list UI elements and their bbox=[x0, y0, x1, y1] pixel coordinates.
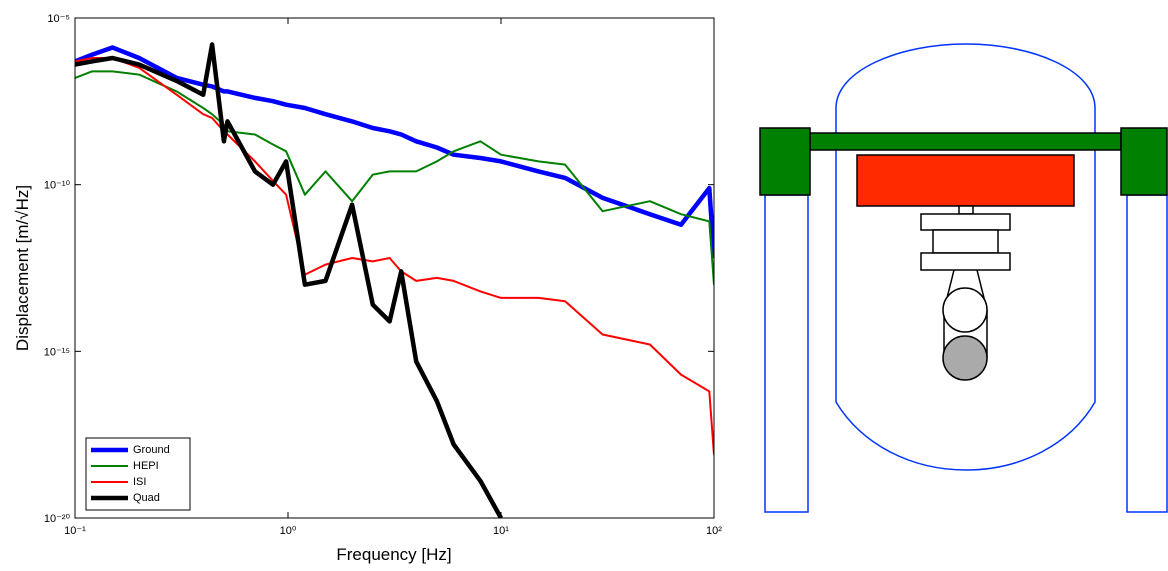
x-tick-label: 10² bbox=[706, 525, 722, 537]
series-line bbox=[75, 42, 503, 518]
legend-label: HEPI bbox=[133, 460, 159, 472]
legend: Ground HEPI ISI Quad bbox=[85, 437, 191, 511]
y-axis-label: Displacement [m/√Hz] bbox=[13, 185, 32, 351]
hepi-right bbox=[1120, 127, 1168, 196]
legend-label: Quad bbox=[133, 492, 160, 504]
hepi-beam bbox=[809, 132, 1122, 151]
x-tick-label: 10¹ bbox=[493, 525, 509, 537]
hepi-left bbox=[759, 127, 811, 196]
legend-label: ISI bbox=[133, 476, 146, 488]
suspension-diagram bbox=[759, 43, 1168, 513]
series-lines bbox=[75, 42, 714, 518]
vacuum-chamber bbox=[835, 43, 1096, 471]
upper-mass bbox=[942, 287, 988, 333]
axes: 10⁻¹ 10⁰ 10¹ 10² 10⁻²⁰ 10⁻¹⁵ 10⁻¹⁰ 10⁻⁵ Ground HE… bbox=[44, 13, 723, 537]
left-pier bbox=[764, 194, 809, 513]
test-mass bbox=[942, 335, 988, 381]
series-line bbox=[75, 70, 714, 285]
quad-bottom bbox=[920, 252, 1011, 271]
y-tick-label: 10⁻⁵ bbox=[47, 13, 70, 25]
y-tick-label: 10⁻¹⁵ bbox=[44, 346, 70, 358]
right-pier bbox=[1126, 194, 1168, 513]
quad-mid bbox=[932, 229, 999, 254]
y-tick-label: 10⁻¹⁰ bbox=[44, 180, 71, 192]
series-line bbox=[75, 45, 714, 259]
stem bbox=[958, 205, 974, 215]
isi-table bbox=[856, 154, 1075, 207]
x-tick-label: 10⁰ bbox=[280, 525, 297, 537]
quad-top bbox=[920, 213, 1011, 231]
plot-frame bbox=[74, 17, 715, 519]
x-tick-label: 10⁻¹ bbox=[64, 525, 86, 537]
legend-label: Ground bbox=[133, 444, 170, 456]
plot-area bbox=[75, 18, 714, 518]
x-axis-label: Frequency [Hz] bbox=[336, 545, 451, 564]
y-tick-label: 10⁻²⁰ bbox=[44, 513, 71, 525]
